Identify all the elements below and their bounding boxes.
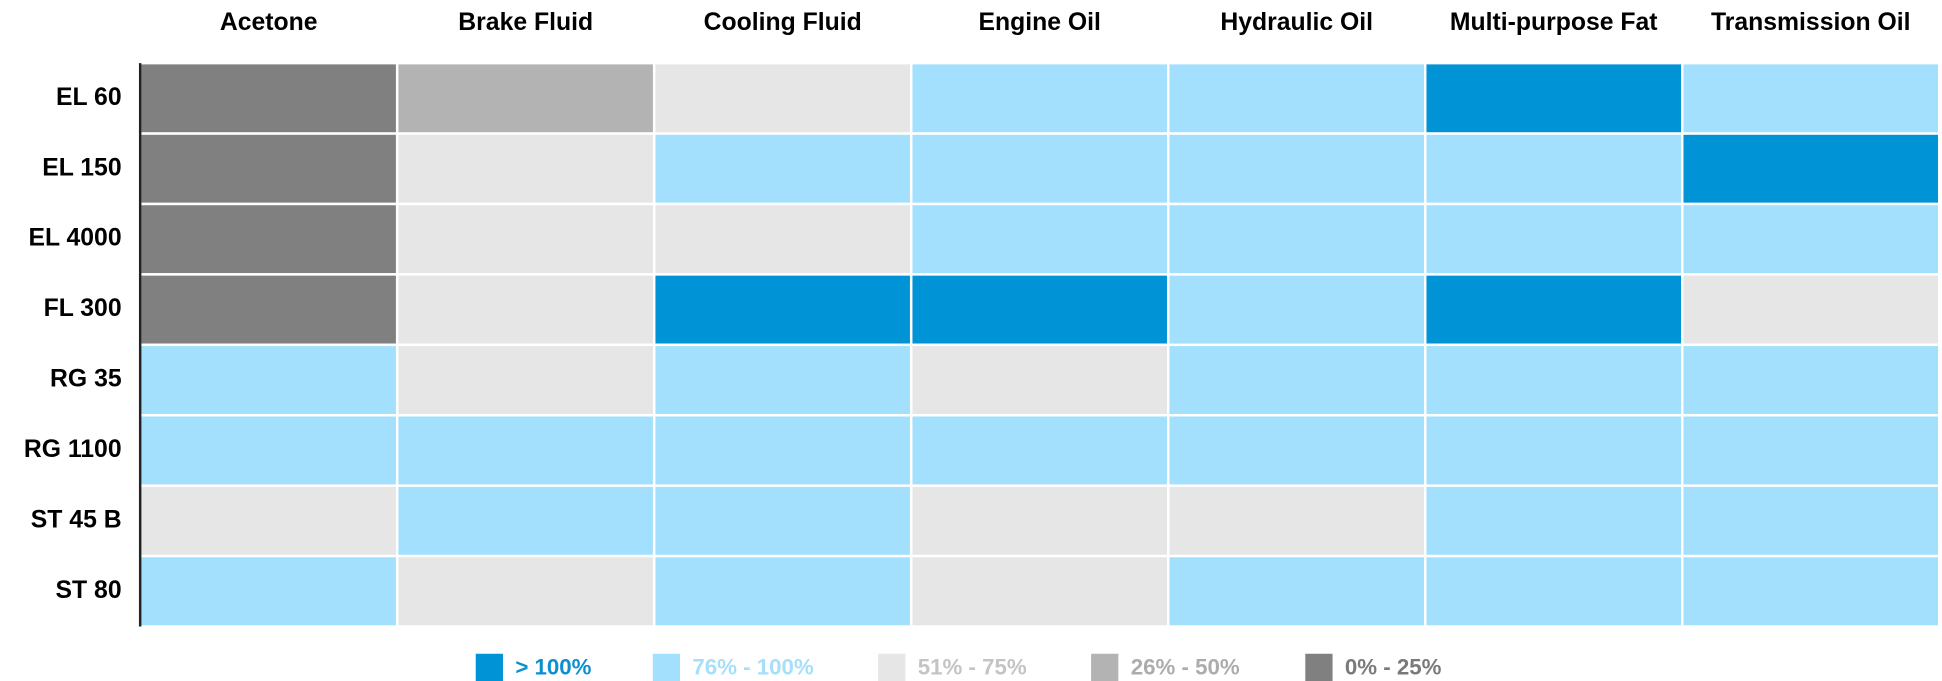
column-header: Brake Fluid	[458, 9, 593, 36]
legend-swatch	[652, 653, 681, 681]
heatmap-cell	[909, 343, 1170, 417]
column-header: Transmission Oil	[1711, 9, 1910, 36]
heatmap-cell	[1681, 273, 1941, 347]
heatmap-cell	[395, 132, 656, 206]
row-label: FL 300	[44, 295, 122, 322]
heatmap-cell	[652, 554, 913, 628]
row-label: RG 1100	[24, 436, 122, 463]
row-label: EL 150	[42, 154, 121, 181]
heatmap-cell	[1423, 273, 1684, 347]
heatmap-cell	[909, 273, 1170, 347]
row-label: ST 45 B	[31, 506, 122, 533]
heatmap-cell	[1166, 554, 1427, 628]
heatmap-cell	[1423, 202, 1684, 276]
heatmap-cell	[395, 61, 656, 135]
heatmap-cell	[395, 484, 656, 558]
legend-label: 51% - 75%	[918, 655, 1027, 680]
heatmap-cell	[138, 273, 399, 347]
legend-swatch	[878, 653, 906, 681]
heatmap-cell	[1423, 414, 1684, 487]
heatmap-cell	[138, 414, 399, 487]
heatmap-cell	[395, 273, 656, 347]
heatmap-cell	[1166, 132, 1427, 206]
heatmap-cell	[138, 343, 399, 417]
heatmap-cell	[909, 202, 1170, 276]
heatmap-cell	[652, 484, 913, 558]
heatmap-cell	[1166, 343, 1427, 417]
legend-swatch	[1091, 653, 1119, 681]
legend-label: 76% - 100%	[692, 655, 813, 680]
heatmap-cell	[1166, 61, 1427, 135]
heatmap-cell	[138, 202, 399, 276]
heatmap-cell	[909, 414, 1170, 487]
heatmap-cell	[1423, 132, 1684, 206]
heatmap-cell	[909, 61, 1170, 135]
legend-swatch	[1305, 653, 1333, 681]
heatmap-cell	[909, 132, 1170, 206]
heatmap-cell	[1166, 273, 1427, 347]
heatmap-cell	[909, 484, 1170, 558]
heatmap-cell	[909, 554, 1170, 628]
heatmap-cell	[1423, 484, 1684, 558]
heatmap-cell	[395, 343, 656, 417]
heatmap-cell	[1166, 202, 1427, 276]
heatmap-cell	[652, 414, 913, 487]
column-header: Multi-purpose Fat	[1450, 9, 1658, 36]
heatmap-cell	[652, 273, 913, 347]
heatmap-cell	[395, 554, 656, 628]
heatmap-cell	[1681, 343, 1941, 417]
column-header: Engine Oil	[979, 9, 1101, 36]
legend-label: 26% - 50%	[1131, 655, 1240, 680]
row-label: EL 4000	[28, 225, 121, 252]
heatmap-cell	[1423, 61, 1684, 135]
heatmap-cell	[1681, 202, 1941, 276]
column-header: Cooling Fluid	[704, 9, 862, 36]
legend-label: > 100%	[515, 655, 591, 680]
heatmap-cell	[1423, 554, 1684, 628]
heatmap-cell	[1681, 132, 1941, 206]
heatmap-cell	[652, 61, 913, 135]
legend-swatch	[475, 653, 503, 681]
heatmap-cell	[1681, 61, 1941, 135]
heatmap-cell	[395, 202, 656, 276]
heatmap-cell	[395, 414, 656, 487]
heatmap-cell	[1166, 414, 1427, 487]
row-label: ST 80	[56, 577, 122, 604]
column-header: Acetone	[220, 9, 318, 36]
heatmap-cell	[138, 554, 399, 628]
heatmap-cell	[138, 132, 399, 206]
heatmap-cell	[1681, 484, 1941, 558]
legend-label: 0% - 25%	[1345, 655, 1442, 680]
heatmap-cell	[652, 202, 913, 276]
heatmap-cell	[138, 61, 399, 135]
heatmap-cell	[138, 484, 399, 558]
heatmap-cell	[1423, 343, 1684, 417]
row-label: EL 60	[56, 84, 122, 111]
heatmap-cell	[652, 132, 913, 206]
heatmap-cell	[1166, 484, 1427, 558]
column-header: Hydraulic Oil	[1220, 9, 1373, 36]
heatmap-cell	[1681, 554, 1941, 628]
row-label: RG 35	[50, 366, 122, 393]
heatmap-cell	[1681, 414, 1941, 487]
heatmap-cell	[652, 343, 913, 417]
